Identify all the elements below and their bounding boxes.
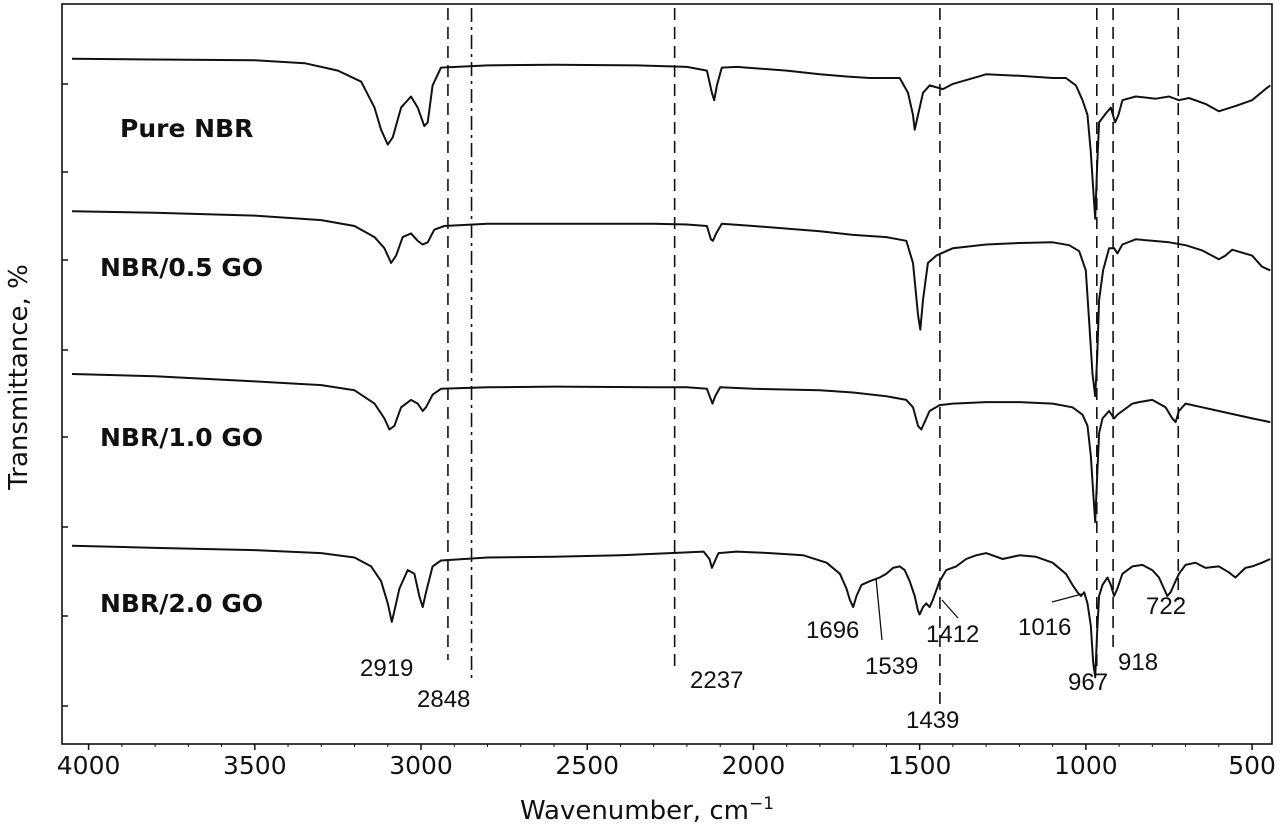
x-tick-label-2500: 2500 [555,751,619,780]
x-tick-label-1000: 1000 [1054,751,1118,780]
annotation-1412: 1412 [926,621,979,648]
annotation-967: 967 [1068,669,1108,696]
series-line-3 [71,544,1271,679]
x-tick-label-3000: 3000 [389,751,453,780]
annotation-2919: 2919 [360,655,413,682]
series-label-nbr-0-5-go: NBR/0.5 GO [100,253,263,282]
annotation-2237: 2237 [690,667,743,694]
plot-border [61,3,1273,745]
series-label-pure-nbr: Pure NBR [120,114,253,143]
annotation-1696: 1696 [806,617,859,644]
x-tick-label-1500: 1500 [888,751,952,780]
series-line-1 [71,210,1271,398]
series-line-2 [71,373,1271,523]
leader-line-1016 [1051,593,1083,603]
x-tick-label-3500: 3500 [223,751,287,780]
x-tick-label-2000: 2000 [722,751,786,780]
axis-ticks: 4000 3500 3000 2500 2000 1500 1000 500 [57,83,1276,780]
series-lines [71,57,1271,679]
annotation-1539: 1539 [865,653,918,680]
leader-line-1412 [941,599,959,619]
x-axis-title: Wavenumber, cm−1 [520,794,774,826]
x-tick-label-4000: 4000 [57,751,121,780]
annotation-1016: 1016 [1018,614,1071,641]
y-axis-title: Transmittance, % [4,264,34,491]
plot-frame [61,3,1273,745]
x-tick-label-500: 500 [1228,751,1276,780]
annotation-1439: 1439 [906,707,959,734]
leader-line-1539 [875,577,883,641]
annotation-918: 918 [1118,649,1158,676]
series-line-0 [71,57,1271,220]
annotation-722: 722 [1146,593,1186,620]
annotation-2848: 2848 [417,686,470,713]
series-label-nbr-1-0-go: NBR/1.0 GO [100,423,263,452]
series-label-nbr-2-0-go: NBR/2.0 GO [100,589,263,618]
reference-lines [447,8,1180,710]
